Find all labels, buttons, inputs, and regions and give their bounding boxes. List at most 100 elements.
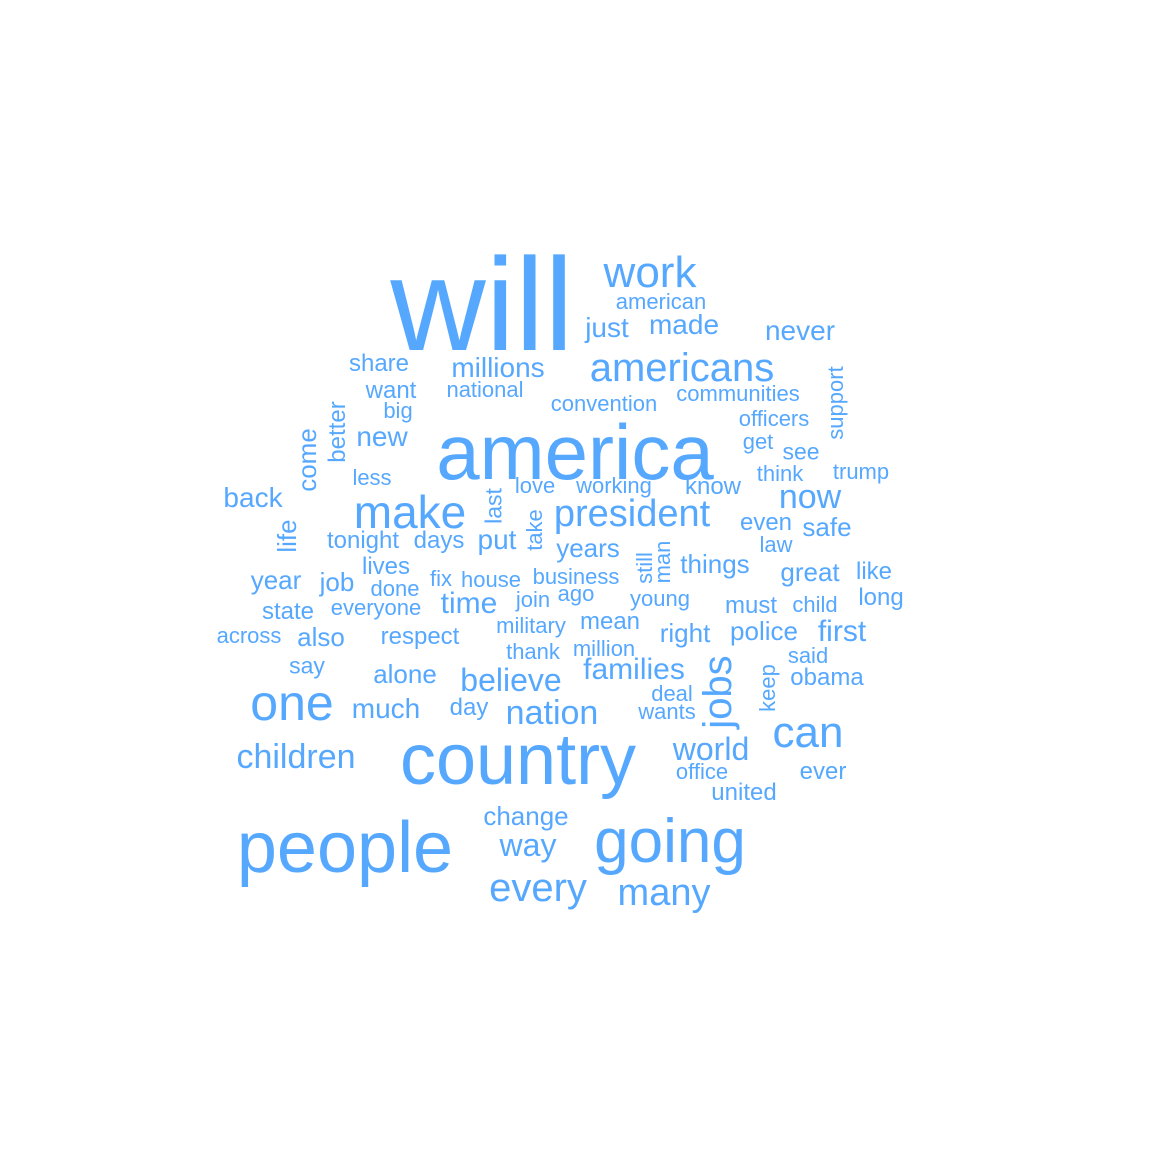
word-made: made: [648, 309, 720, 340]
word-work: work: [603, 248, 697, 297]
word-million: million: [572, 636, 636, 661]
word-year: year: [250, 565, 302, 595]
word-across: across: [216, 623, 282, 648]
word-young: young: [630, 586, 690, 611]
word-many: many: [617, 872, 711, 914]
word-millions: millions: [451, 352, 545, 383]
word-going: going: [594, 807, 746, 876]
word-right: right: [659, 618, 711, 648]
word-like: like: [855, 558, 893, 585]
word-things: things: [680, 549, 750, 579]
word-believe: believe: [460, 662, 562, 698]
word-days: days: [413, 527, 465, 554]
word-must: must: [724, 592, 778, 619]
word-said: said: [787, 643, 829, 668]
word-safe: safe: [802, 512, 852, 542]
word-want: want: [365, 377, 417, 404]
word-alone: alone: [373, 659, 437, 689]
word-now: now: [778, 478, 842, 516]
word-americans: americans: [589, 346, 775, 390]
word-ago: ago: [557, 581, 595, 606]
word-police: police: [730, 616, 798, 646]
word-nation: nation: [505, 694, 599, 732]
word-law: law: [759, 532, 793, 557]
word-say: say: [289, 652, 325, 679]
word-last: last: [480, 488, 507, 524]
word-one: one: [250, 675, 334, 731]
word-way: way: [499, 827, 557, 863]
word-get: get: [742, 429, 774, 454]
word-see: see: [782, 438, 820, 465]
word-even: even: [739, 509, 793, 536]
word-job: job: [319, 567, 355, 597]
word-life: life: [272, 519, 302, 553]
word-world: world: [672, 731, 750, 767]
word-new: new: [356, 421, 408, 452]
word-years: years: [556, 533, 620, 563]
word-much: much: [351, 693, 421, 724]
word-great: great: [780, 557, 840, 587]
word-long: long: [858, 584, 904, 611]
word-deal: deal: [651, 681, 693, 706]
word-back: back: [223, 482, 283, 513]
word-man: man: [650, 540, 675, 584]
word-never: never: [764, 315, 836, 346]
word-just: just: [585, 312, 629, 343]
word-business: business: [532, 564, 620, 589]
word-make: make: [353, 486, 467, 538]
word-people: people: [236, 808, 454, 888]
word-first: first: [817, 615, 867, 648]
word-day: day: [449, 694, 489, 721]
word-know: know: [684, 473, 742, 500]
word-obama: obama: [790, 664, 864, 691]
word-big: big: [383, 398, 413, 423]
word-change: change: [483, 801, 569, 831]
word-thank: thank: [506, 639, 560, 664]
word-trump: trump: [832, 459, 890, 484]
word-lives: lives: [361, 553, 411, 580]
word-office: office: [675, 759, 729, 784]
word-convention: convention: [550, 391, 658, 416]
word-american: american: [615, 289, 707, 314]
word-better: better: [324, 401, 351, 463]
word-every: every: [489, 866, 587, 910]
word-can: can: [772, 708, 844, 757]
word-military: military: [496, 613, 566, 638]
word-president: president: [553, 493, 711, 535]
word-national: national: [446, 377, 524, 402]
word-jobs: jobs: [696, 655, 740, 729]
word-country: country: [399, 720, 637, 800]
word-love: love: [514, 473, 556, 498]
word-tonight: tonight: [326, 527, 400, 554]
word-united: united: [711, 779, 777, 806]
word-children: children: [236, 738, 356, 776]
word-support: support: [823, 366, 848, 440]
word-communities: communities: [676, 381, 800, 406]
word-less: less: [352, 465, 392, 490]
word-respect: respect: [380, 623, 460, 650]
word-working: working: [576, 473, 652, 498]
word-fix: fix: [430, 566, 452, 591]
word-keep: keep: [755, 664, 780, 712]
word-take: take: [522, 509, 547, 551]
word-house: house: [461, 567, 521, 592]
word-also: also: [297, 622, 345, 652]
word-everyone: everyone: [330, 595, 422, 620]
word-wants: wants: [638, 699, 696, 724]
word-america: america: [436, 408, 714, 496]
word-put: put: [477, 524, 517, 555]
word-child: child: [792, 592, 838, 617]
word-join: join: [515, 587, 551, 612]
word-families: families: [583, 653, 685, 686]
word-come: come: [292, 428, 322, 492]
word-share: share: [348, 350, 410, 377]
word-state: state: [261, 598, 315, 625]
word-done: done: [370, 576, 420, 601]
word-officers: officers: [738, 406, 810, 431]
word-mean: mean: [579, 608, 641, 635]
word-think: think: [756, 461, 804, 486]
word-ever: ever: [799, 758, 847, 785]
word-will: will: [390, 231, 574, 378]
